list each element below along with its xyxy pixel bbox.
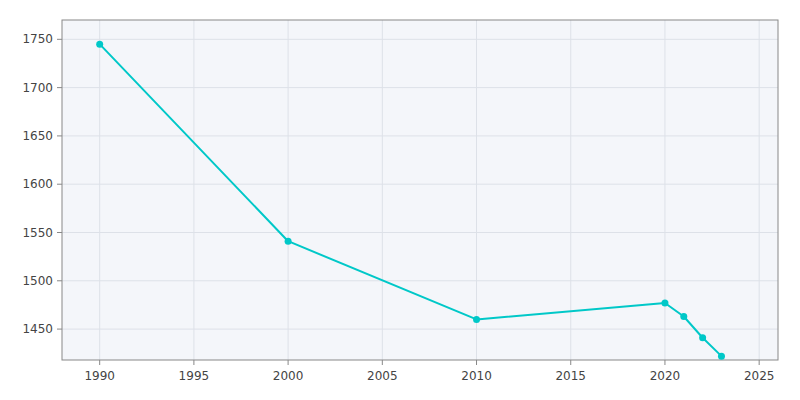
y-tick-label: 1550 <box>22 226 53 240</box>
x-tick <box>476 360 477 365</box>
x-grid-line <box>382 20 383 360</box>
y-tick-label: 1450 <box>22 322 53 336</box>
x-tick-label: 2000 <box>273 369 304 383</box>
point <box>699 334 706 341</box>
data-layer <box>96 41 725 360</box>
x-tick-label: 2005 <box>367 369 398 383</box>
point <box>96 41 103 48</box>
x-grid-line <box>288 20 289 360</box>
x-tick-label: 1990 <box>84 369 115 383</box>
x-grid-line <box>759 20 760 360</box>
y-tick-label: 1600 <box>22 177 53 191</box>
x-grid-line <box>99 20 100 360</box>
y-grid-line <box>62 39 778 40</box>
y-tick-label: 1700 <box>22 81 53 95</box>
x-tick-label: 2020 <box>650 369 681 383</box>
line <box>100 44 722 356</box>
x-tick <box>382 360 383 365</box>
x-tick <box>570 360 571 365</box>
axes: 1990 1995 2000 2005 2010 2015 2020 2025 1450 1500… <box>22 32 774 383</box>
x-tick-label: 2025 <box>744 369 775 383</box>
point <box>680 313 687 320</box>
y-tick <box>57 280 62 281</box>
y-tick-label: 1650 <box>22 129 53 143</box>
x-grid-line <box>193 20 194 360</box>
y-tick <box>57 39 62 40</box>
x-tick <box>99 360 100 365</box>
point <box>718 353 725 360</box>
y-tick <box>57 329 62 330</box>
y-grid-line <box>62 280 778 281</box>
chart-container: 1990 1995 2000 2005 2010 2015 2020 2025 1450 1500… <box>0 0 800 400</box>
x-tick-label: 2015 <box>555 369 586 383</box>
y-grid-line <box>62 232 778 233</box>
point <box>285 238 292 245</box>
x-grid-line <box>664 20 665 360</box>
point <box>661 300 668 307</box>
x-tick <box>664 360 665 365</box>
x-tick-label: 2010 <box>461 369 492 383</box>
y-tick-label: 1500 <box>22 274 53 288</box>
x-grid-line <box>570 20 571 360</box>
y-grid-line <box>62 184 778 185</box>
y-tick <box>57 87 62 88</box>
y-tick <box>57 135 62 136</box>
x-grid-line <box>476 20 477 360</box>
x-tick-label: 1995 <box>179 369 210 383</box>
y-grid-line <box>62 87 778 88</box>
y-grid-line <box>62 135 778 136</box>
plot-frame <box>62 20 778 360</box>
y-tick <box>57 232 62 233</box>
x-tick <box>759 360 760 365</box>
x-tick <box>288 360 289 365</box>
y-tick <box>57 184 62 185</box>
plot-background <box>62 20 778 360</box>
grid <box>62 20 778 360</box>
y-tick-label: 1750 <box>22 32 53 46</box>
x-tick <box>193 360 194 365</box>
point <box>473 316 480 323</box>
chart-svg: 1990 1995 2000 2005 2010 2015 2020 2025 1450 1500… <box>0 0 800 400</box>
y-grid-line <box>62 329 778 330</box>
